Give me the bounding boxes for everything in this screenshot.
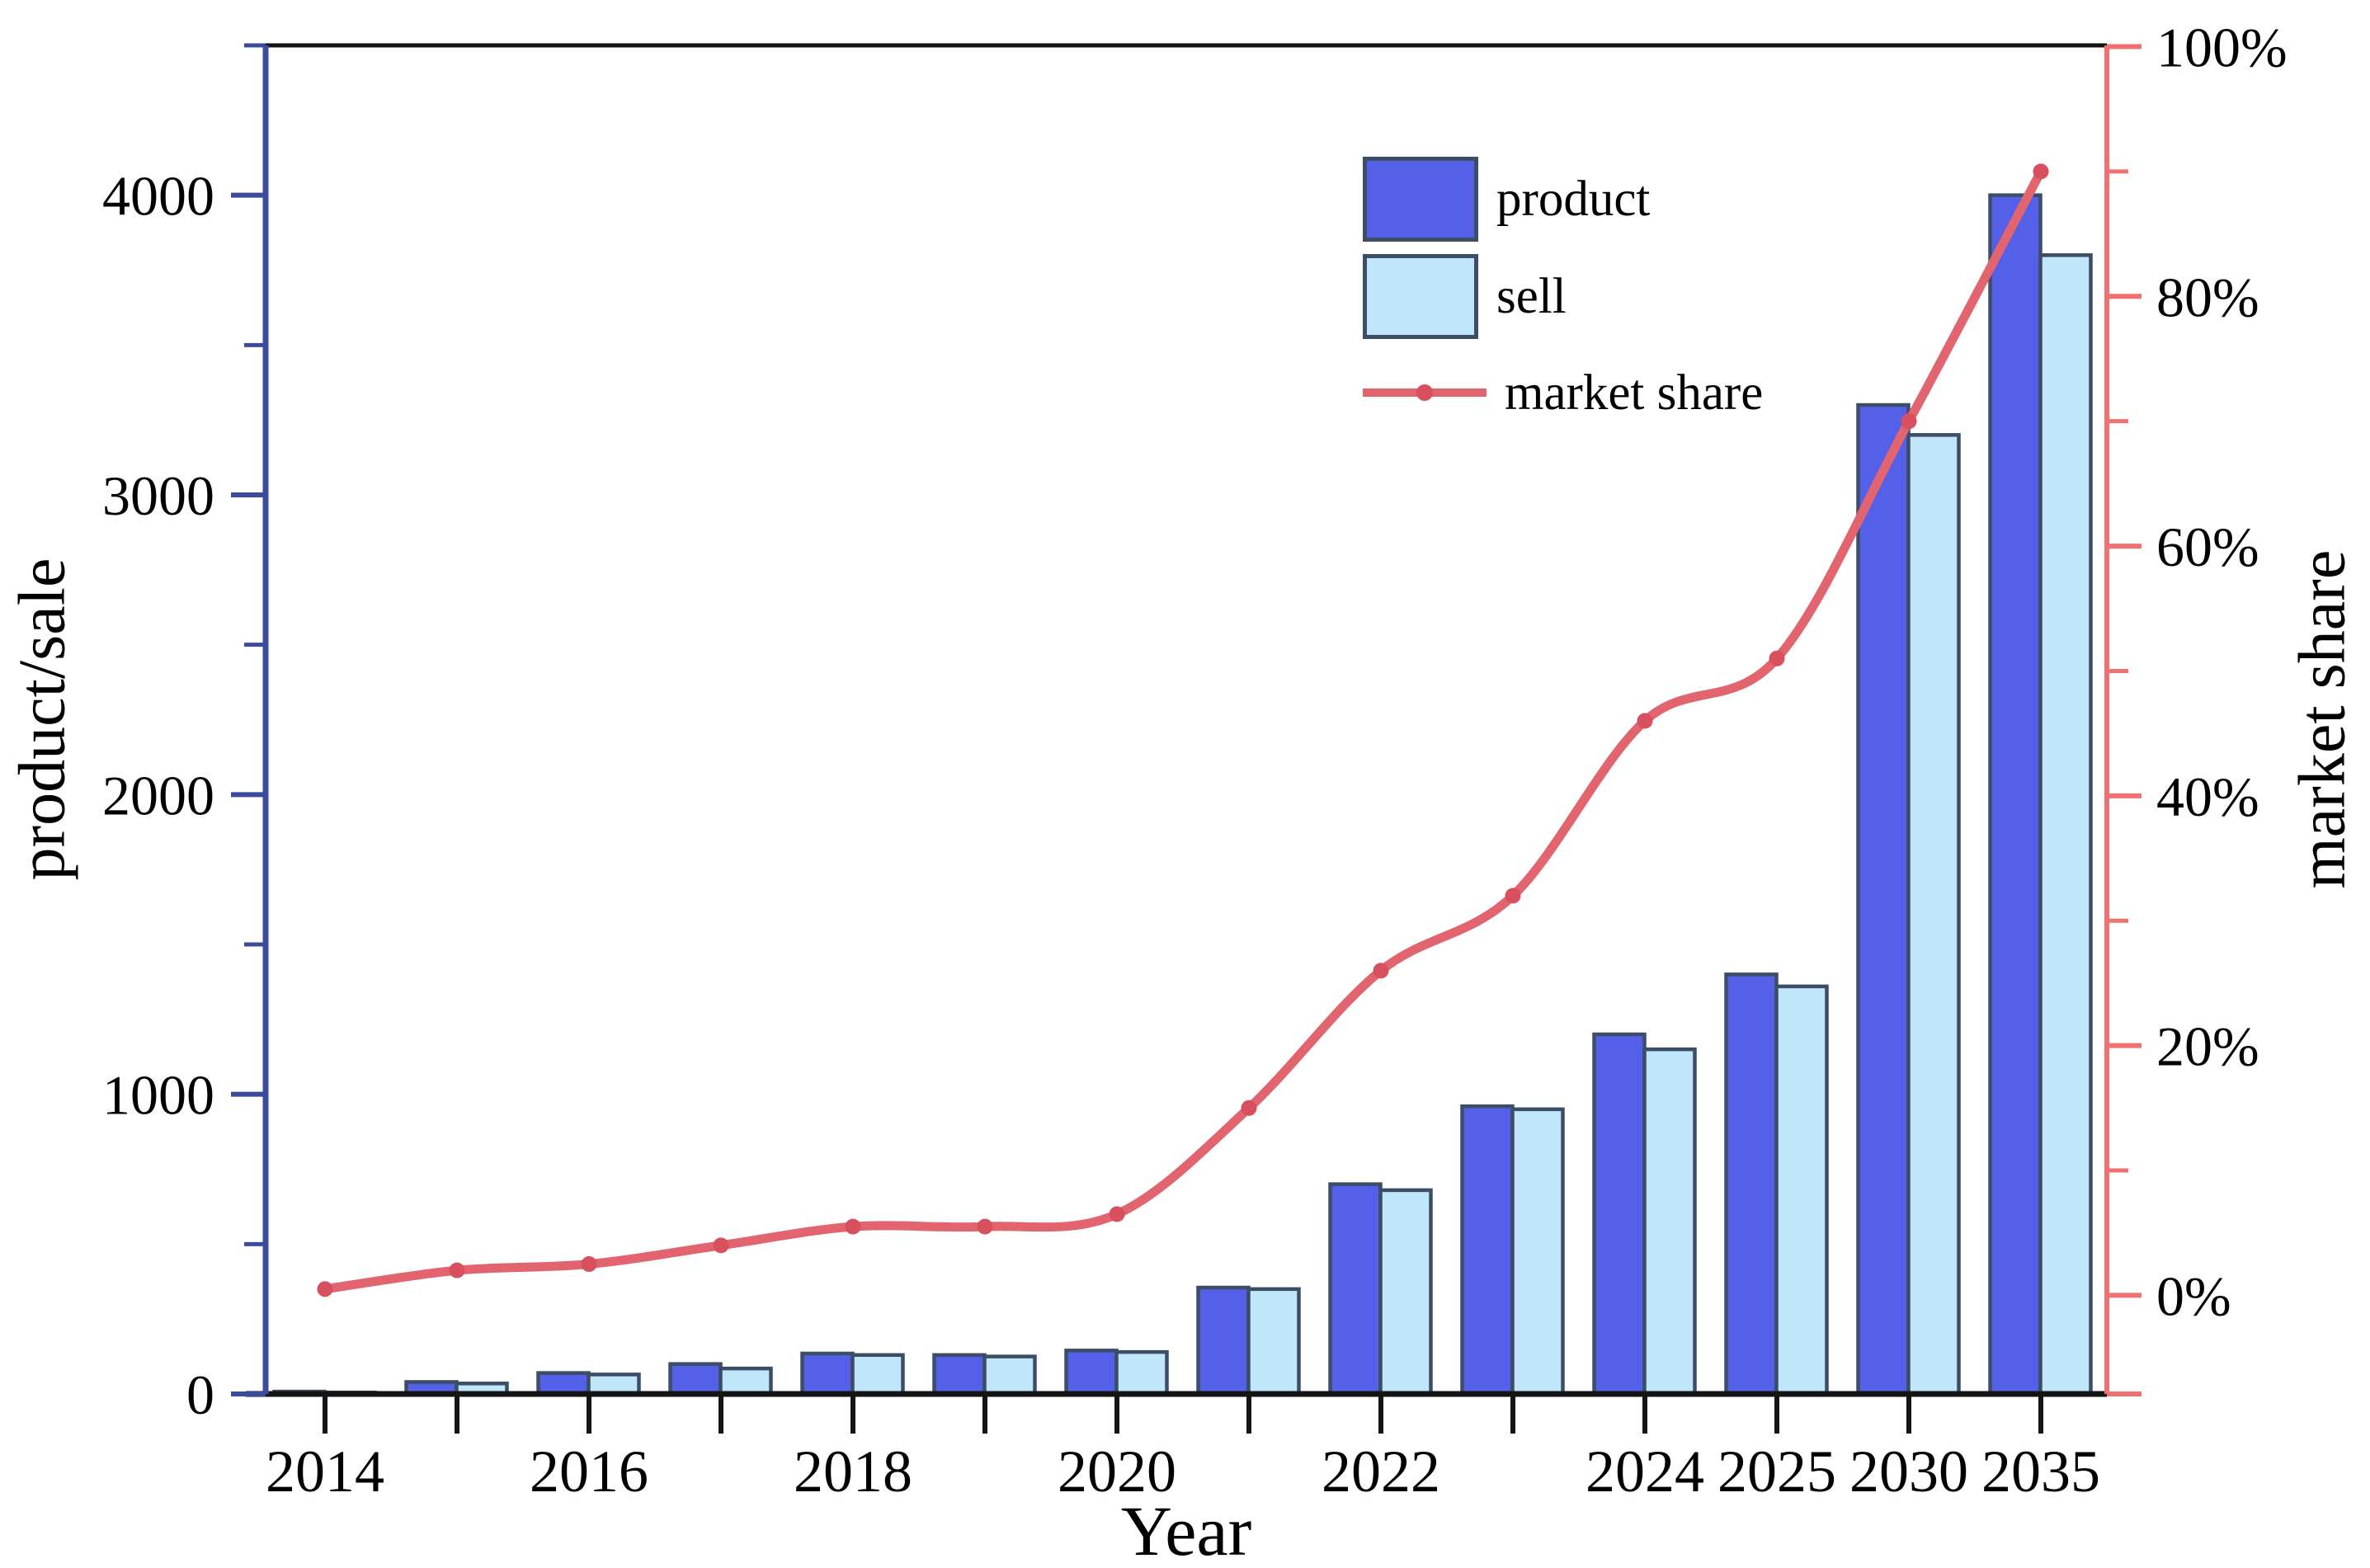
- bar-sell-2023: [1510, 1107, 1565, 1396]
- bar-sell-2030: [1906, 433, 1961, 1396]
- bar-product-2025: [1724, 972, 1779, 1396]
- bar-sell-2024: [1642, 1047, 1697, 1396]
- right-tick-label-0: 0%: [2156, 1264, 2231, 1327]
- market-share-point-2022: [1373, 963, 1389, 979]
- bar-product-2017: [668, 1362, 723, 1396]
- legend-label-sell: sell: [1496, 269, 1567, 324]
- market-share-line: [320, 167, 2046, 1294]
- bar-sell-2020: [1114, 1349, 1169, 1396]
- bar-sell-2022: [1378, 1188, 1433, 1396]
- bar-sell-2017: [719, 1366, 773, 1396]
- right-tick-label-100: 100%: [2156, 16, 2288, 79]
- legend: product sell market share: [1363, 157, 1763, 421]
- market-share-point-2014: [317, 1281, 333, 1297]
- x-tick-label-2024: 2024: [1585, 1439, 1704, 1504]
- market-share-point-2030: [1901, 413, 1917, 430]
- bar-product-2022: [1328, 1182, 1383, 1396]
- x-tick-label-2030: 2030: [1849, 1439, 1968, 1504]
- market-share-point-2021: [1241, 1099, 1257, 1116]
- x-tick-label-2020: 2020: [1058, 1439, 1176, 1504]
- bar-product-2024: [1592, 1032, 1647, 1396]
- market-share-point-2019: [977, 1218, 993, 1235]
- right-tick-label-80: 80%: [2156, 266, 2259, 328]
- legend-label-product: product: [1496, 172, 1651, 227]
- market-share-point-2017: [713, 1237, 729, 1254]
- left-tick-label-3000: 3000: [102, 464, 214, 527]
- right-axis-title: market share: [2286, 549, 2359, 889]
- market-share-point-2023: [1505, 888, 1521, 904]
- market-share-point-2015: [449, 1262, 465, 1278]
- bar-sell-2018: [850, 1353, 905, 1396]
- bar-sell-2035: [2038, 253, 2093, 1396]
- x-tick-label-2035: 2035: [1981, 1439, 2100, 1504]
- product-swatch-icon: [1363, 157, 1478, 242]
- right-tick-label-20: 20%: [2156, 1015, 2259, 1078]
- bar-sell-2016: [587, 1373, 641, 1396]
- bar-product-2023: [1460, 1104, 1515, 1396]
- bar-product-2016: [536, 1371, 591, 1396]
- bar-product-2035: [1988, 193, 2043, 1396]
- x-tick-label-2022: 2022: [1322, 1439, 1440, 1504]
- market-share-point-2018: [845, 1218, 861, 1235]
- left-axis-title: product/sale: [6, 558, 79, 881]
- bar-product-2030: [1856, 403, 1911, 1396]
- bar-product-2018: [800, 1351, 855, 1396]
- market-share-point-2025: [1769, 650, 1785, 666]
- legend-item-market-share: market share: [1363, 364, 1763, 421]
- market-share-point-2024: [1637, 713, 1653, 729]
- legend-item-sell: sell: [1363, 254, 1763, 339]
- sell-swatch-icon: [1363, 254, 1478, 339]
- left-tick-label-0: 0: [186, 1363, 214, 1426]
- x-tick-label-2025: 2025: [1717, 1439, 1836, 1504]
- x-tick-label-2014: 2014: [266, 1439, 384, 1504]
- line-marker-icon: [1416, 384, 1433, 401]
- x-tick-label-2016: 2016: [530, 1439, 648, 1504]
- market-share-point-2016: [581, 1256, 597, 1273]
- bar-sell-2025: [1774, 984, 1829, 1396]
- left-tick-label-2000: 2000: [102, 764, 214, 826]
- bar-sell-2019: [982, 1354, 1037, 1396]
- legend-label-market-share: market share: [1505, 365, 1764, 421]
- market-share-point-2035: [2033, 163, 2049, 180]
- bar-product-2019: [932, 1353, 987, 1396]
- x-axis-title: Year: [1120, 1491, 1252, 1568]
- legend-item-product: product: [1363, 157, 1763, 242]
- bar-sell-2021: [1246, 1287, 1301, 1396]
- right-tick-label-60: 60%: [2156, 516, 2259, 578]
- bar-product-2021: [1196, 1285, 1251, 1396]
- bar-product-2020: [1064, 1349, 1119, 1396]
- left-tick-label-4000: 4000: [102, 165, 214, 228]
- left-tick-label-1000: 1000: [102, 1064, 214, 1127]
- line-sample-icon: [1363, 384, 1487, 401]
- x-tick-label-2018: 2018: [794, 1439, 912, 1504]
- market-share-point-2020: [1109, 1206, 1125, 1222]
- right-tick-label-40: 40%: [2156, 765, 2259, 828]
